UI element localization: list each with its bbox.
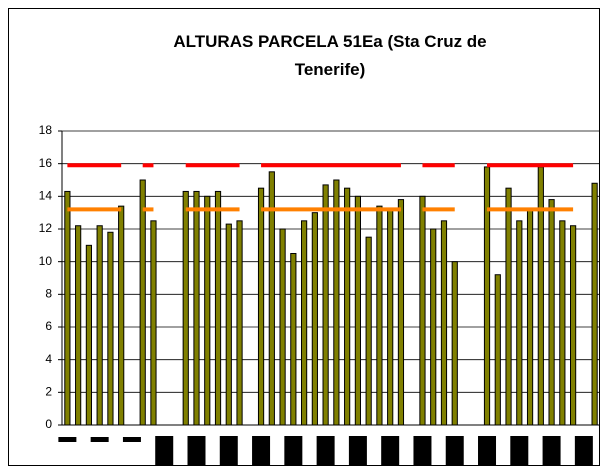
label-block [58, 437, 77, 442]
y-tick-label: 18 [39, 123, 53, 137]
bar [182, 190, 189, 426]
label-block [252, 436, 271, 465]
bar [75, 225, 82, 426]
bar [397, 199, 405, 426]
label-block [574, 436, 593, 465]
bar [354, 195, 361, 426]
bar [344, 187, 351, 426]
bar [548, 199, 555, 426]
bar [494, 274, 501, 426]
y-tick-label: 6 [45, 319, 52, 333]
bar [214, 190, 222, 426]
bar [440, 220, 448, 426]
bar [85, 244, 93, 426]
bar [64, 190, 71, 426]
bar [118, 205, 125, 426]
bar [236, 220, 243, 426]
bar [225, 223, 232, 426]
label-block [316, 436, 335, 465]
label-block [187, 436, 206, 465]
bar [96, 225, 103, 426]
bar [150, 220, 157, 426]
label-block [155, 436, 174, 465]
label-block [510, 436, 529, 465]
y-tick-label: 10 [39, 254, 53, 268]
bar [139, 179, 146, 426]
bar [419, 195, 426, 426]
label-block [381, 436, 400, 465]
chart-title: ALTURAS PARCELA 51Ea (Sta Cruz de Teneri… [173, 32, 487, 79]
y-tick-label: 4 [45, 352, 52, 366]
y-tick-label: 12 [39, 221, 53, 235]
bar [333, 179, 340, 426]
bar [526, 208, 534, 426]
bar [301, 220, 308, 426]
bar [516, 220, 523, 426]
bar [537, 166, 544, 426]
y-tick-label: 0 [45, 417, 52, 431]
bar [204, 195, 211, 426]
bar [257, 187, 265, 426]
label-block [90, 437, 109, 442]
label-block [122, 437, 141, 442]
label-block [445, 436, 464, 465]
label-block [284, 436, 303, 465]
bar [311, 212, 318, 426]
bar [290, 253, 297, 426]
bar [322, 184, 329, 426]
bar [279, 228, 286, 426]
y-tick-label: 8 [45, 287, 52, 301]
bar [591, 182, 598, 426]
bar [483, 166, 491, 426]
label-block [348, 436, 367, 465]
bar [430, 228, 437, 426]
bar [387, 208, 394, 426]
bar [505, 187, 512, 426]
label-block [413, 436, 432, 465]
bar [570, 225, 577, 426]
label-block [478, 436, 497, 465]
bar [268, 171, 275, 426]
label-block [542, 436, 561, 465]
y-tick-label: 2 [45, 385, 52, 399]
label-block [219, 436, 238, 465]
bar [193, 190, 200, 426]
y-tick-label: 14 [39, 189, 53, 203]
bar [451, 261, 458, 426]
y-tick-label: 16 [39, 156, 53, 170]
bar [559, 220, 566, 426]
bar [376, 205, 383, 426]
bar [107, 231, 114, 426]
bar [365, 236, 372, 426]
